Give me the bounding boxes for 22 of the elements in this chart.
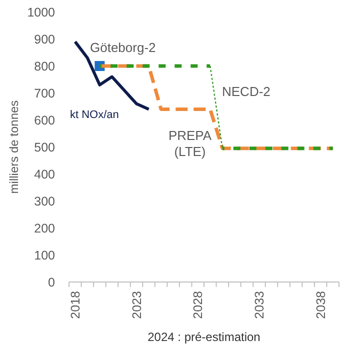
x-tick-label: 2038 (314, 290, 328, 319)
y-tick-label: 0 (48, 275, 56, 290)
x-tick-label: 2018 (68, 290, 83, 319)
x-tick-label: 2023 (130, 290, 144, 319)
x-tick-label: 2033 (252, 290, 267, 319)
series-label: NECD-2 (222, 84, 270, 99)
y-tick-label: 500 (34, 140, 56, 154)
y-tick-label: 800 (34, 59, 56, 74)
y-axis-title: milliers de tonnes (7, 100, 21, 194)
series-label: Göteborg-2 (90, 40, 156, 55)
y-tick-label: 300 (34, 194, 56, 208)
y-tick-label: 900 (34, 32, 56, 46)
y-tick-label: 200 (34, 221, 56, 236)
y-tick-label: 1000 (27, 5, 56, 20)
series-label: kt NOx/an (70, 109, 119, 121)
y-tick-label: 100 (34, 248, 56, 262)
x-tick-label: 2028 (191, 290, 206, 319)
y-tick-label: 400 (34, 167, 56, 182)
y-tick-label: 700 (34, 86, 56, 100)
series-label: PREPA (LTE) (168, 128, 212, 159)
y-tick-label: 600 (34, 113, 56, 128)
x-axis-title: 2024 : pré-estimation (148, 330, 260, 344)
